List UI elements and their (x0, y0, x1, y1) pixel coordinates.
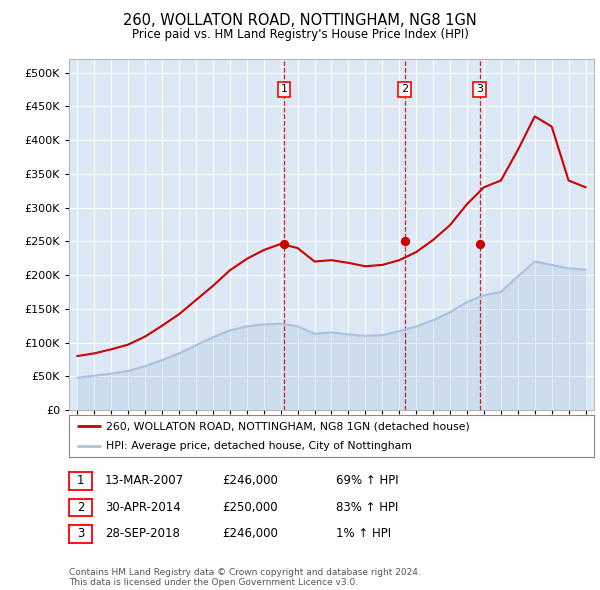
Text: 260, WOLLATON ROAD, NOTTINGHAM, NG8 1GN (detached house): 260, WOLLATON ROAD, NOTTINGHAM, NG8 1GN … (106, 421, 470, 431)
Text: 28-SEP-2018: 28-SEP-2018 (105, 527, 180, 540)
Text: HPI: Average price, detached house, City of Nottingham: HPI: Average price, detached house, City… (106, 441, 412, 451)
Text: £250,000: £250,000 (222, 501, 278, 514)
Text: 3: 3 (476, 84, 483, 94)
Point (400, 237, 410, 246)
Text: £246,000: £246,000 (222, 527, 278, 540)
Text: 3: 3 (77, 527, 84, 540)
Text: £246,000: £246,000 (222, 474, 278, 487)
Text: 2: 2 (77, 501, 84, 514)
Text: 83% ↑ HPI: 83% ↑ HPI (336, 501, 398, 514)
Text: 1: 1 (281, 84, 287, 94)
Text: 13-MAR-2007: 13-MAR-2007 (105, 474, 184, 487)
Text: 30-APR-2014: 30-APR-2014 (105, 501, 181, 514)
Text: 1: 1 (77, 474, 84, 487)
Text: 1% ↑ HPI: 1% ↑ HPI (336, 527, 391, 540)
Text: 69% ↑ HPI: 69% ↑ HPI (336, 474, 398, 487)
Text: Price paid vs. HM Land Registry's House Price Index (HPI): Price paid vs. HM Land Registry's House … (131, 28, 469, 41)
Text: Contains HM Land Registry data © Crown copyright and database right 2024.
This d: Contains HM Land Registry data © Crown c… (69, 568, 421, 587)
Point (475, 240, 484, 249)
Text: 260, WOLLATON ROAD, NOTTINGHAM, NG8 1GN: 260, WOLLATON ROAD, NOTTINGHAM, NG8 1GN (123, 13, 477, 28)
Text: 2: 2 (401, 84, 409, 94)
Point (279, 240, 289, 249)
